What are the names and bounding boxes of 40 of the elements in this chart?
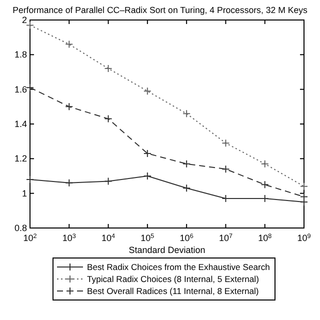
point	[65, 102, 74, 111]
point	[143, 149, 152, 158]
y-tick-label: 1.4	[14, 119, 27, 129]
legend-label: Best Radix Choices from the Exhaustive Search	[87, 262, 270, 272]
point	[26, 175, 34, 184]
point	[222, 139, 230, 148]
x-tick-label: 10$^{8}$	[258, 232, 272, 243]
point	[143, 87, 152, 96]
x-tick-label: 10$^{7}$	[218, 232, 233, 243]
y-tick-label: 1.6	[14, 84, 27, 94]
y-tick-label: 0.8	[14, 223, 27, 233]
x-tick-label: 10$^{6}$	[180, 232, 194, 243]
x-tick-label: 10$^{3}$	[62, 232, 76, 243]
point	[182, 160, 191, 168]
point	[182, 184, 191, 192]
x-tick-label: 10$^{9}$	[297, 232, 312, 243]
point	[104, 64, 112, 73]
point	[26, 84, 34, 92]
legend-label: Typical Radix Choices (8 Internal, 5 External)	[87, 274, 260, 284]
x-tick-label: 10$^{5}$	[140, 232, 155, 243]
y-tick-label: 2	[22, 15, 27, 25]
y-tick-label: 1.2	[14, 154, 27, 164]
point	[260, 160, 269, 168]
x-axis-title: Standard Deviation	[128, 245, 206, 255]
x-tick-label: 10$^{4}$	[102, 232, 116, 243]
point	[26, 21, 34, 30]
point	[65, 178, 74, 187]
point	[65, 40, 74, 48]
y-tick-label: 1	[22, 188, 27, 198]
chart-title: Performance of Parallel CC–Radix Sort on Turing, 4 Processors, 32 M Keys	[12, 5, 308, 15]
x-tick-label: 10$^{2}$	[23, 232, 38, 243]
point	[143, 172, 152, 180]
point	[222, 165, 230, 174]
point	[260, 180, 269, 189]
y-tick-label: 1.8	[14, 50, 27, 60]
point	[182, 110, 191, 118]
point	[104, 114, 112, 123]
point	[300, 182, 308, 190]
legend-label: Best Overall Radices (11 Internal, 8 External)	[87, 286, 259, 296]
point	[104, 177, 112, 186]
